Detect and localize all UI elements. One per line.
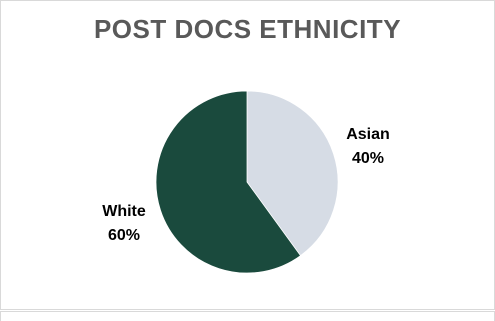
data-label-white: White 60% xyxy=(102,203,146,244)
slice-name-asian: Asian xyxy=(346,126,390,143)
pie-slices xyxy=(155,90,339,274)
pie-slice-white xyxy=(155,90,302,274)
pie-slice-asian xyxy=(246,90,339,257)
data-label-asian: Asian 40% xyxy=(346,126,390,167)
chart-title: POST DOCS ETHNICITY xyxy=(93,14,402,44)
slice-name-white: White xyxy=(102,203,146,220)
slice-percent-asian: 40% xyxy=(352,150,384,167)
slice-percent-white: 60% xyxy=(108,227,140,244)
pie-labels: Asian 40% White 60% xyxy=(102,126,390,244)
